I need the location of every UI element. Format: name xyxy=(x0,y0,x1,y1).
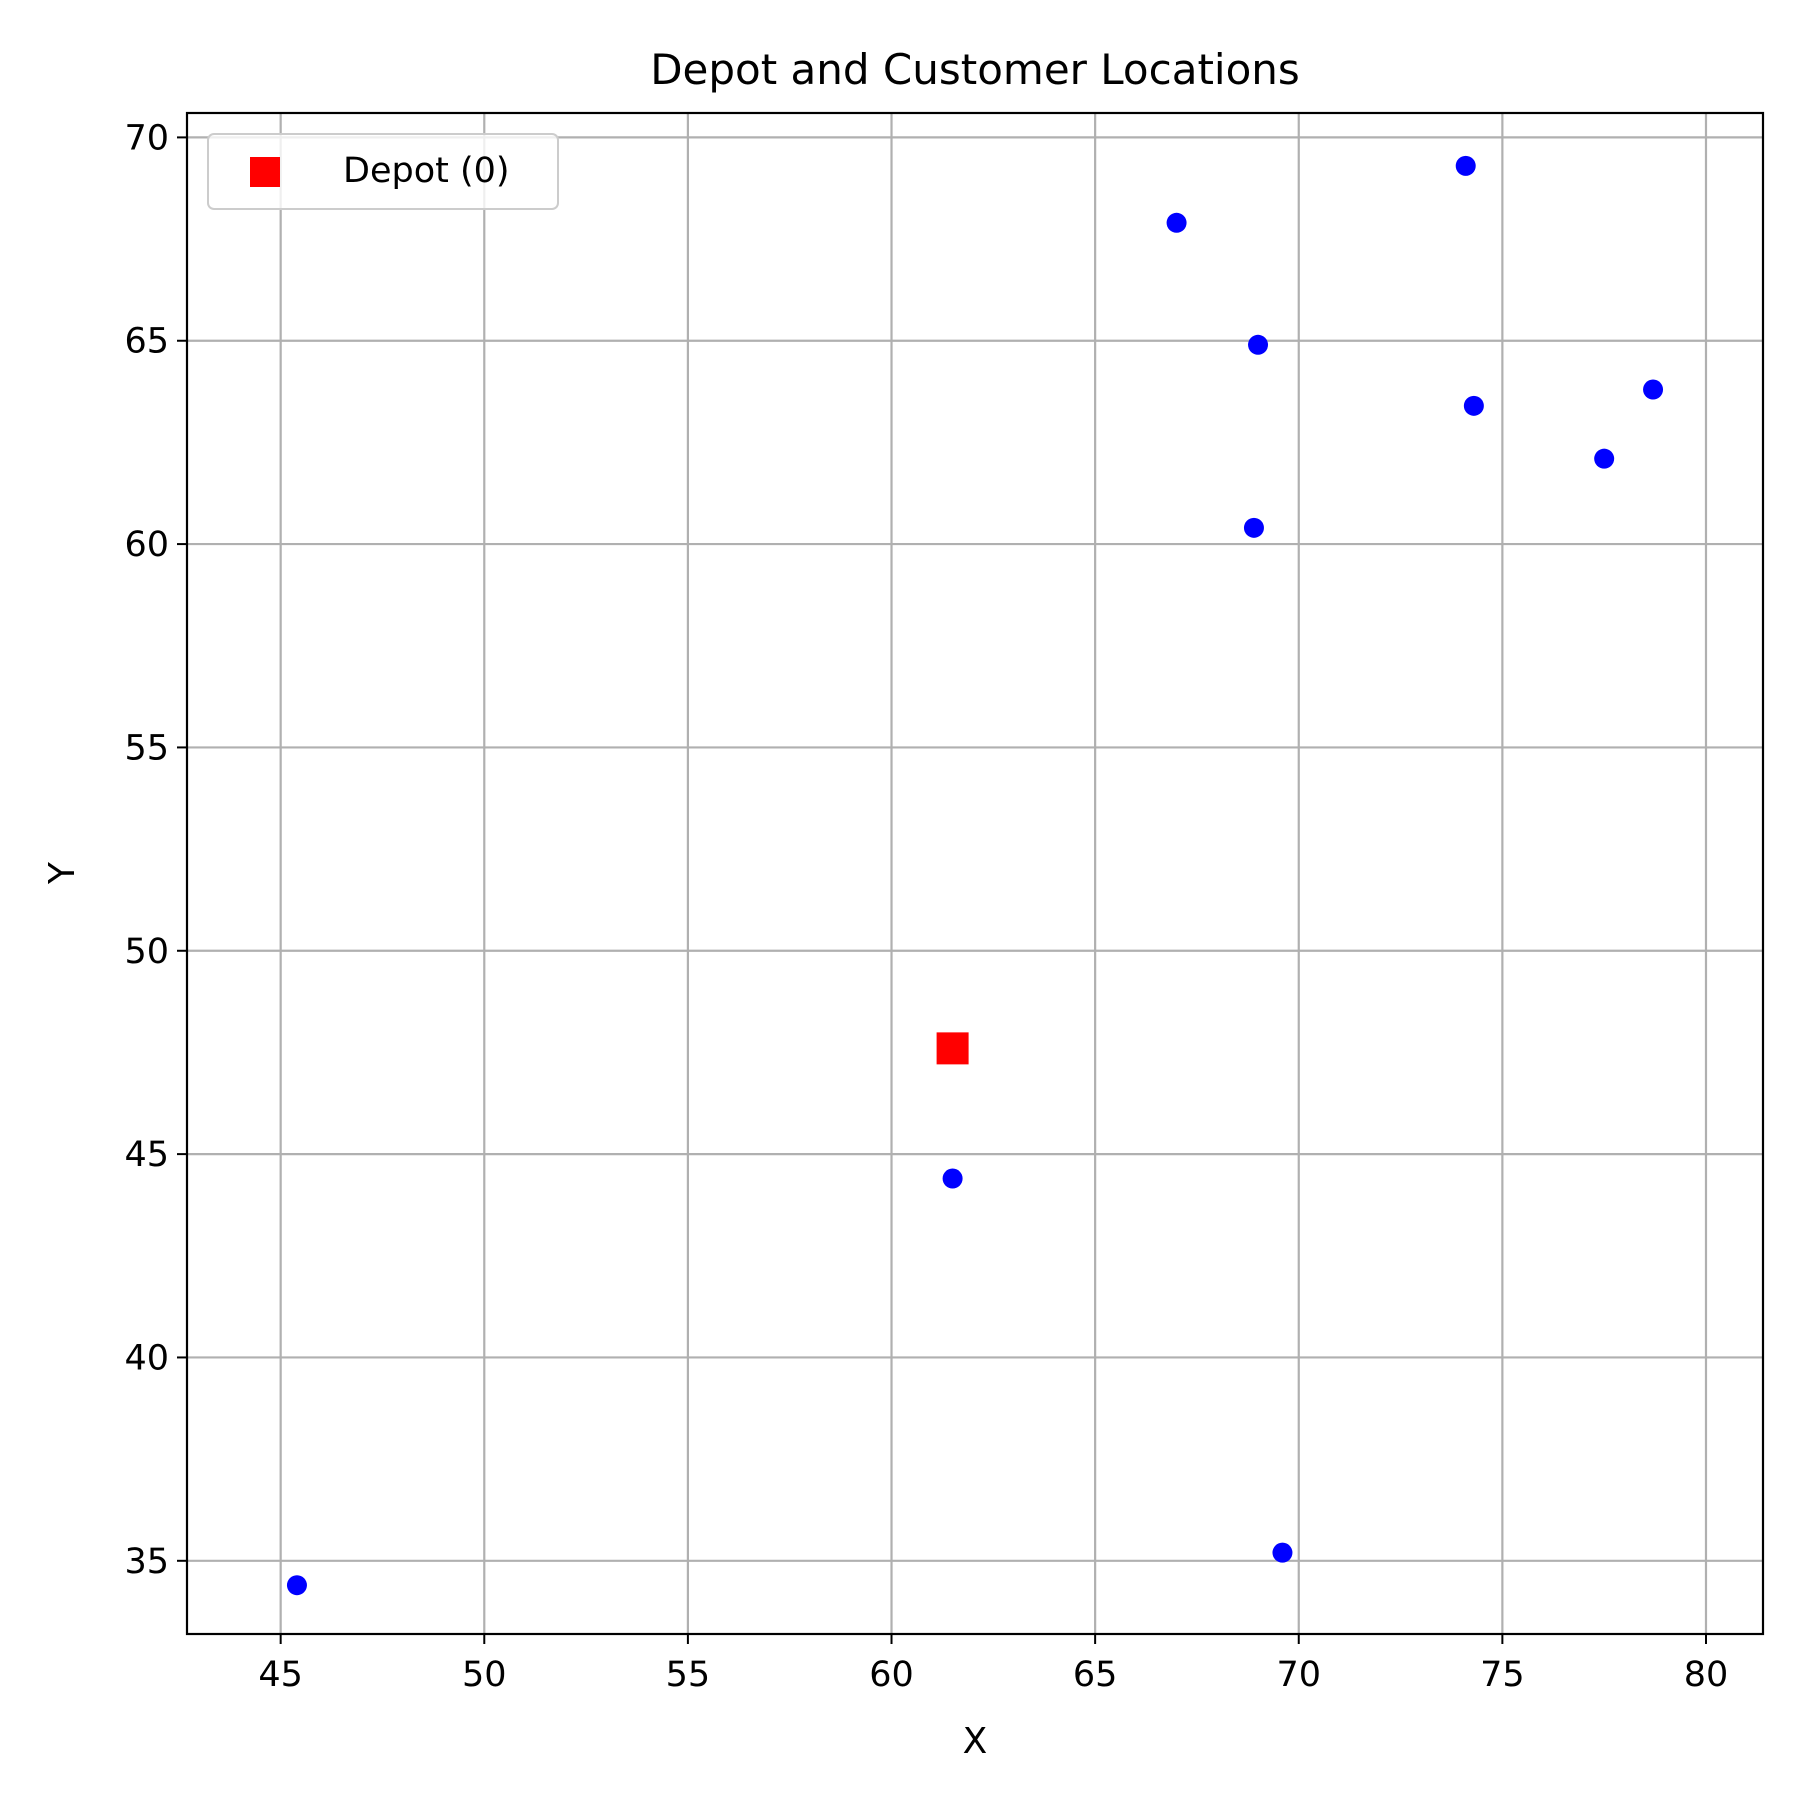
y-tick-label: 60 xyxy=(124,525,169,565)
y-tick-label: 50 xyxy=(124,932,169,972)
x-tick-label: 50 xyxy=(462,1655,507,1695)
x-tick-label: 45 xyxy=(258,1655,303,1695)
customer-point xyxy=(1463,395,1484,416)
x-tick-label: 60 xyxy=(869,1655,914,1695)
y-axis-label: Y xyxy=(42,861,83,885)
x-tick-label: 75 xyxy=(1480,1655,1525,1695)
x-tick-label: 55 xyxy=(666,1655,711,1695)
customer-point xyxy=(942,1168,963,1189)
y-tick-label: 35 xyxy=(124,1542,169,1582)
depot-marker xyxy=(936,1032,969,1065)
plot-frame xyxy=(185,111,1765,1636)
customer-point xyxy=(286,1575,307,1596)
y-tick-label: 65 xyxy=(124,322,169,362)
x-axis-label: X xyxy=(963,1721,988,1762)
data-points xyxy=(286,155,1664,1596)
y-tick-label: 45 xyxy=(124,1135,169,1175)
customer-point xyxy=(1594,448,1615,469)
chart-title: Depot and Customer Locations xyxy=(650,45,1300,94)
y-tick-label: 55 xyxy=(124,728,169,768)
customer-point xyxy=(1643,379,1664,400)
legend-label-depot: Depot (0) xyxy=(343,151,510,191)
customer-point xyxy=(1248,334,1269,355)
grid xyxy=(187,113,1763,1634)
legend: Depot (0) xyxy=(207,133,559,210)
legend-marker-depot xyxy=(250,157,280,187)
x-tick-label: 65 xyxy=(1073,1655,1118,1695)
customer-point xyxy=(1455,155,1476,176)
legend-box xyxy=(207,133,559,210)
x-tick-label: 80 xyxy=(1684,1655,1729,1695)
customer-point xyxy=(1166,212,1187,233)
y-tick-label: 40 xyxy=(124,1338,169,1378)
customer-point xyxy=(1272,1542,1293,1563)
customer-point xyxy=(1243,517,1264,538)
y-tick-label: 70 xyxy=(124,118,169,158)
x-tick-label: 70 xyxy=(1276,1655,1321,1695)
axis-ticks: 45 50 55 60 65 70 75 80 35 40 45 50 55 60 65 70 xyxy=(124,118,1728,1695)
